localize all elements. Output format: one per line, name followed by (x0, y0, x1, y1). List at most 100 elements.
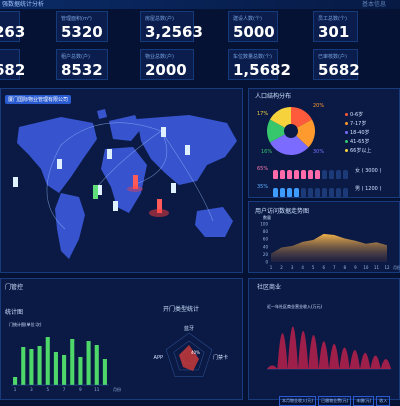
commerce-peak (339, 347, 350, 369)
door-bar (62, 355, 67, 385)
population-panel: 人口结构分布 20% 30% 16% 17% 0-6岁 7-17岁 18-40岁 41-65… (248, 88, 400, 198)
person-icon (322, 170, 327, 179)
radar-area (179, 345, 199, 371)
pie-slice (291, 107, 313, 131)
person-icon (308, 170, 313, 179)
person-icon (273, 170, 278, 179)
person-icon (322, 188, 327, 197)
community-tab-button[interactable]: 本月物业收入(元) (279, 396, 317, 406)
location-pin[interactable] (107, 149, 112, 159)
pie-hole (284, 124, 298, 138)
location-pin[interactable] (161, 127, 166, 137)
community-tab-button[interactable]: 已缴物业费(元) (318, 396, 352, 406)
person-icon (315, 170, 320, 179)
stat-value: 5320 (61, 23, 103, 41)
commerce-peak (329, 343, 340, 369)
radar-grid (173, 340, 205, 371)
pie-slice (269, 107, 291, 131)
community-tab-button[interactable]: 未缴(元) (353, 396, 375, 406)
stat-value: 263 (0, 23, 26, 41)
location-pin[interactable] (113, 201, 118, 211)
header-bar: 强数据统计分析 基本信息 (0, 0, 400, 9)
female-icons (273, 164, 350, 179)
legend-label: 66岁以上 (350, 148, 372, 154)
community-tab-button[interactable]: 收入 (376, 396, 391, 406)
stat-label: 车位数量总数(个) (233, 54, 272, 60)
stat-card: 682 (0, 49, 25, 80)
location-pin[interactable] (157, 199, 162, 213)
location-pin[interactable] (13, 177, 18, 187)
stat-label: 建设人数(个) (233, 16, 262, 22)
person-icon (301, 170, 306, 179)
access-area (271, 233, 387, 262)
person-icon (336, 170, 341, 179)
radar-axis-label: 门禁卡 (213, 354, 228, 361)
x-tick-label: 2 (280, 265, 283, 270)
female-percent: 65% (257, 166, 269, 172)
world-map (13, 109, 237, 259)
x-axis-label: 月份 (113, 386, 121, 392)
location-pin[interactable] (171, 183, 176, 193)
commerce-peak (267, 365, 278, 369)
company-chip[interactable]: 厦门国际物业管理有限公司 (5, 95, 72, 104)
person-icon (308, 188, 313, 197)
stat-card: 员工总数(个) 301 (313, 11, 358, 42)
person-icon (287, 188, 292, 197)
radar-title: 开门类型统计 (163, 306, 200, 313)
location-pin[interactable] (93, 185, 98, 199)
radar-grid (165, 332, 213, 377)
user-access-title: 用户访问数据走势图 (255, 208, 310, 215)
y-tick-label: 40 (263, 244, 269, 249)
pie-slice-label: 17% (257, 111, 268, 117)
x-axis-label: 月份 (393, 264, 400, 270)
commerce-peak (349, 350, 360, 369)
header-right-label[interactable]: 基本信息 (361, 1, 386, 8)
y-tick-label: 80 (263, 229, 269, 234)
stat-card: 已审核数(户) 5682 (313, 49, 360, 80)
person-icon (294, 188, 299, 197)
door-bar (70, 339, 75, 385)
door-title: 门管控 (5, 284, 24, 291)
legend-swatch (345, 122, 348, 125)
stat-label: 员工总数(个) (318, 16, 347, 22)
y-tick-label: 100 (260, 222, 268, 227)
community-chart (267, 326, 391, 370)
x-tick-label: 9 (79, 387, 82, 392)
person-icon (301, 188, 306, 197)
door-bar (94, 345, 99, 385)
location-pin[interactable] (133, 175, 138, 189)
stat-card: 房屋总数(户) 3,2563 (140, 11, 203, 42)
stat-value: 682 (0, 61, 26, 79)
person-icon (273, 188, 278, 197)
person-icon (336, 188, 341, 197)
legend-item: 7-17岁 (345, 120, 371, 129)
stat-value: 3,2563 (145, 23, 203, 41)
commerce-peak (360, 352, 371, 369)
stat-card: 租户总数(户) 8532 (56, 49, 108, 80)
location-pin[interactable] (97, 185, 102, 195)
x-tick-label: 11 (94, 387, 100, 392)
stat-value: 301 (318, 23, 350, 41)
legend-swatch (345, 131, 348, 134)
person-icon (329, 188, 334, 197)
stat-card: 263 (0, 11, 25, 42)
radar-value-label: 40% (191, 350, 200, 355)
y-tick-label: 20 (263, 252, 269, 257)
legend-item: 0-6岁 (345, 111, 371, 120)
person-icon (287, 170, 292, 179)
legend-label: 18-40岁 (350, 130, 370, 136)
y-tick-label: 60 (263, 237, 269, 242)
x-tick-label: 12 (384, 265, 390, 270)
radar-axis-label: 蓝牙 (184, 325, 194, 332)
location-pin[interactable] (185, 145, 190, 155)
population-title: 人口结构分布 (255, 93, 292, 100)
stat-label: 已审核数(户) (318, 54, 347, 60)
stat-card: 物业总数(户) 2000 (140, 49, 194, 80)
x-tick-label: 11 (374, 265, 380, 270)
location-pin[interactable] (57, 159, 62, 169)
x-tick-label: 5 (312, 265, 315, 270)
x-tick-label: 1 (270, 265, 273, 270)
pie-slice (267, 119, 291, 143)
